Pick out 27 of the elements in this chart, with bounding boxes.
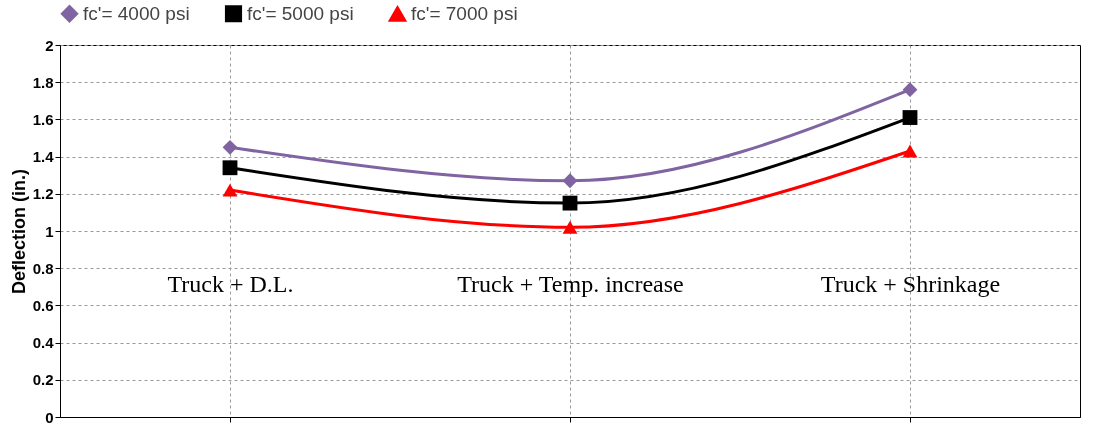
point [222,183,238,197]
y-axis-title: Deflection (in.) [8,169,29,294]
point [222,139,238,155]
point [902,110,918,125]
y-tick-label: 1.8 [32,73,54,91]
point [222,160,238,176]
y-tick-label: 0.8 [32,259,54,277]
point [562,173,578,189]
point [902,144,918,158]
legend-label: fc'= 4000 psi [83,2,190,24]
y-tick-label: 1.6 [32,110,54,128]
x-tick-label: Truck + D.L. [167,270,294,297]
y-tick-label: 0.2 [32,371,54,389]
y-tick-label: 0 [45,408,54,426]
y-tick-label: 0.4 [32,334,55,352]
y-tick-label: 1.2 [32,185,54,203]
x-tick-label: Truck + Temp. increase [457,270,684,297]
point [562,195,578,211]
y-tick-label: 1.4 [32,148,55,166]
y-tick-label: 0.6 [32,296,54,314]
x-tick-label: Truck + Shrinkage [820,270,1001,297]
legend-label: fc'= 5000 psi [247,2,354,24]
point [562,220,578,234]
y-tick-label: 2 [45,36,54,54]
y-tick-label: 1 [45,222,54,240]
legend-label: fc'= 7000 psi [411,3,518,25]
point [902,82,918,98]
